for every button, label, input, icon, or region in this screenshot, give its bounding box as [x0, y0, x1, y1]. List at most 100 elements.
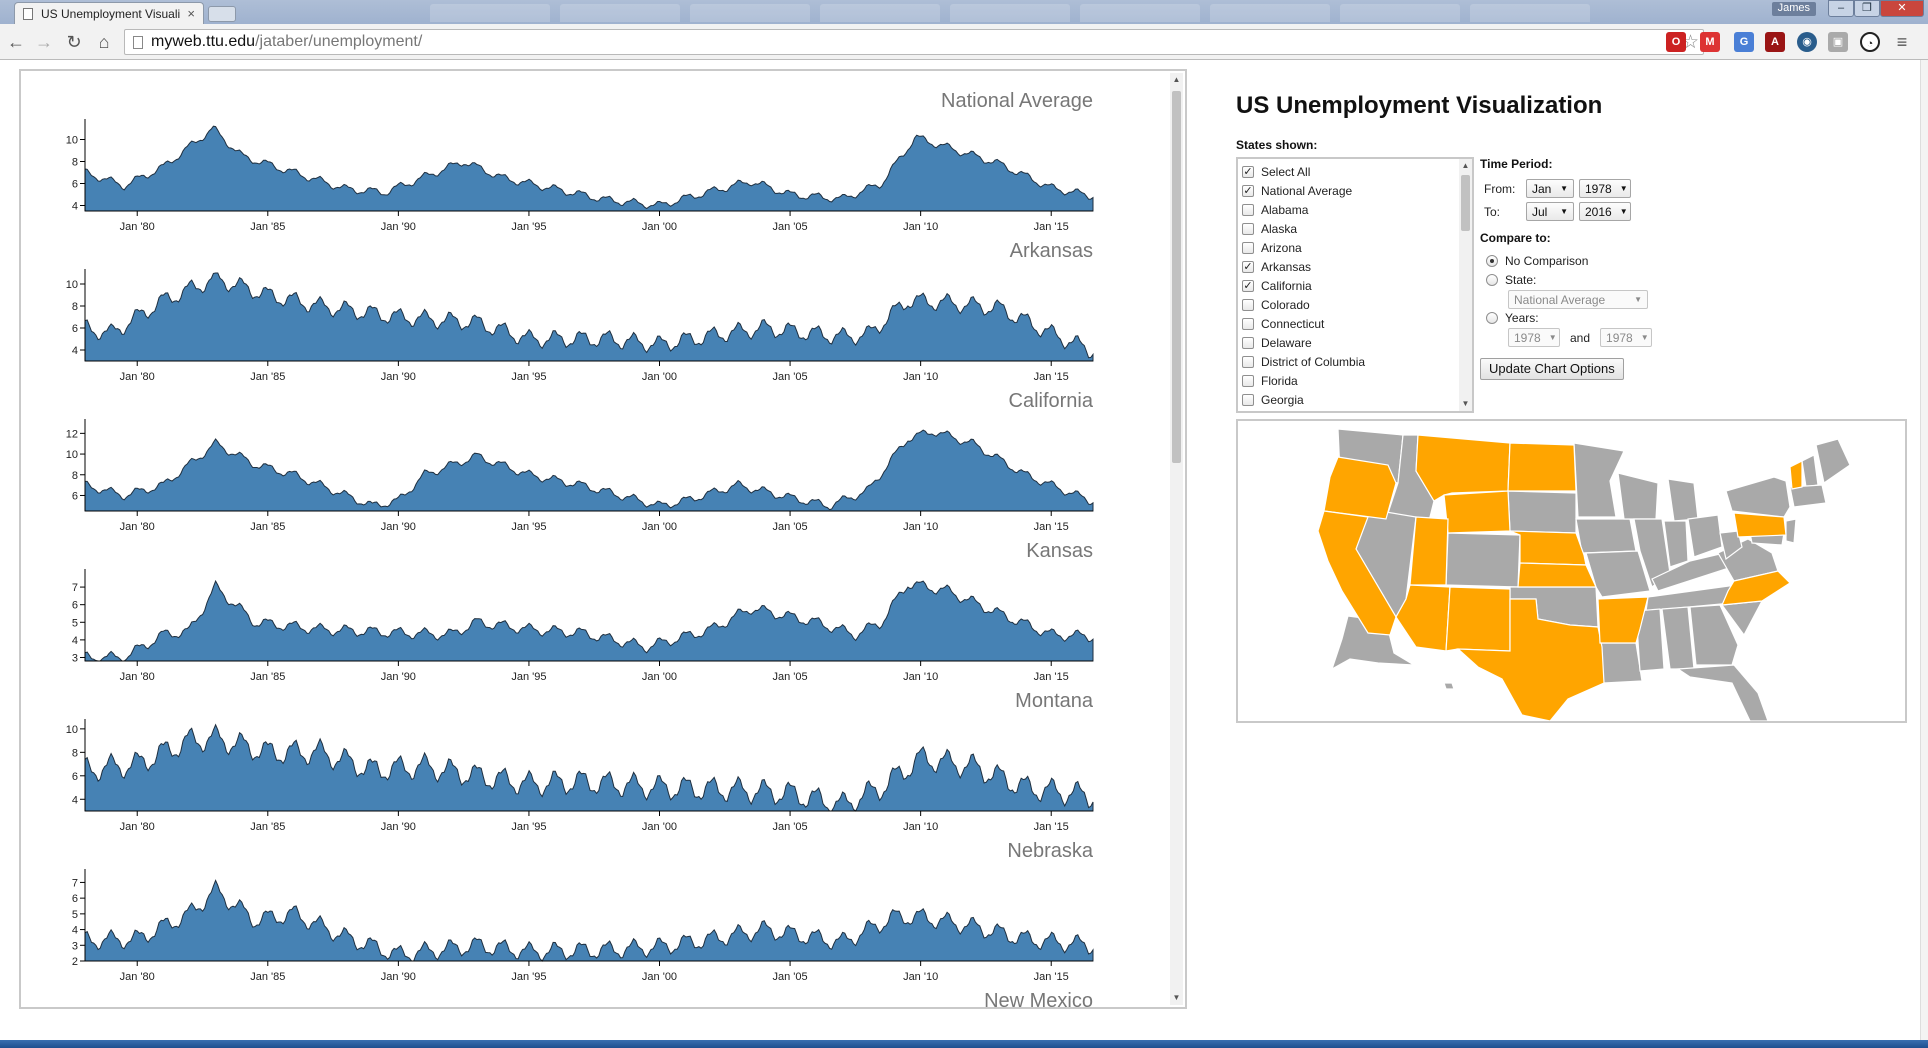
scroll-down-icon[interactable]: ▼ [1172, 993, 1181, 1002]
state-colorado[interactable] [1445, 532, 1521, 588]
state-oregon[interactable] [1323, 456, 1397, 520]
new-tab-button[interactable] [208, 6, 236, 22]
state-minnesota[interactable] [1573, 442, 1625, 518]
compare-year-a-select[interactable]: 1978 ▼ [1508, 328, 1560, 347]
state-south-dakota[interactable] [1507, 490, 1577, 534]
pdf-extension-icon[interactable]: A [1765, 32, 1785, 52]
state-ohio[interactable] [1687, 514, 1723, 558]
background-tab[interactable] [1470, 4, 1590, 22]
state-hawaii[interactable] [1443, 682, 1455, 690]
state-arkansas[interactable] [1597, 596, 1649, 644]
puzzle-extension-icon[interactable]: ▣ [1828, 32, 1848, 52]
background-tab[interactable] [820, 4, 940, 22]
state-vermont[interactable] [1789, 460, 1803, 490]
state-checkbox[interactable] [1242, 222, 1254, 235]
state-option[interactable]: District of Columbia [1238, 352, 1472, 371]
globe-extension-icon[interactable]: ◉ [1797, 32, 1817, 52]
opera-extension-icon[interactable]: O [1666, 32, 1686, 52]
state-option[interactable]: Alabama [1238, 200, 1472, 219]
state-new-jersey[interactable] [1785, 518, 1797, 544]
from-month-select[interactable]: Jan ▼ [1526, 179, 1574, 198]
state-checkbox[interactable] [1242, 355, 1254, 368]
back-icon[interactable]: ← [7, 32, 25, 52]
state-missouri[interactable] [1585, 550, 1651, 598]
state-new-hampshire[interactable] [1801, 454, 1819, 488]
state-wyoming[interactable] [1443, 490, 1511, 534]
compare-state-radio[interactable] [1486, 274, 1498, 286]
scroll-thumb[interactable] [1461, 175, 1470, 231]
gmail-extension-icon[interactable]: M [1700, 32, 1720, 52]
profile-button[interactable]: James [1771, 2, 1816, 16]
state-checkbox[interactable]: ✓ [1242, 184, 1254, 197]
state-checkbox[interactable] [1242, 317, 1254, 330]
state-north-dakota[interactable] [1507, 442, 1577, 492]
state-new-england[interactable] [1789, 484, 1827, 508]
background-tab[interactable] [1210, 4, 1330, 22]
tab-close-icon[interactable]: × [187, 6, 195, 21]
state-pennsylvania[interactable] [1733, 512, 1787, 538]
from-year-select[interactable]: 1978 ▼ [1579, 179, 1631, 198]
state-michigan[interactable] [1667, 478, 1699, 522]
forward-icon[interactable]: → [35, 32, 53, 52]
scroll-up-icon[interactable]: ▲ [1172, 75, 1181, 84]
scroll-up-icon[interactable]: ▲ [1461, 161, 1470, 170]
state-checkbox[interactable]: ✓ [1242, 165, 1254, 178]
compare-state-select[interactable]: National Average ▼ [1508, 290, 1648, 309]
state-north-carolina[interactable] [1721, 570, 1791, 606]
state-iowa[interactable] [1575, 518, 1637, 554]
state-checkbox[interactable] [1242, 298, 1254, 311]
state-utah[interactable] [1409, 516, 1449, 586]
state-option[interactable]: Georgia [1238, 390, 1472, 409]
bookmark-star-icon[interactable]: ☆ [1681, 32, 1699, 53]
state-new-york[interactable] [1725, 476, 1791, 518]
state-list[interactable]: ✓ Select All ✓ National Average Alabama Alask… [1236, 157, 1474, 413]
state-mississippi[interactable] [1635, 608, 1665, 672]
state-louisiana[interactable] [1597, 642, 1643, 684]
state-option[interactable]: ✓ Select All [1238, 162, 1472, 181]
scroll-thumb[interactable] [1172, 91, 1181, 463]
no-comparison-radio[interactable] [1486, 255, 1498, 267]
state-california[interactable] [1317, 510, 1397, 636]
reload-icon[interactable]: ↻ [66, 32, 82, 52]
state-nebraska[interactable] [1509, 530, 1587, 566]
state-alabama[interactable] [1661, 606, 1695, 670]
scroll-down-icon[interactable]: ▼ [1461, 399, 1470, 408]
state-checkbox[interactable] [1242, 203, 1254, 216]
state-list-scrollbar[interactable]: ▲ ▼ [1459, 159, 1472, 411]
update-chart-options-button[interactable]: Update Chart Options [1480, 358, 1624, 380]
state-florida[interactable] [1676, 664, 1769, 722]
active-tab[interactable]: US Unemployment Visuali × [14, 2, 204, 24]
state-option[interactable]: Florida [1238, 371, 1472, 390]
state-checkbox[interactable]: ✓ [1242, 279, 1254, 292]
maximize-button[interactable]: ❐ [1854, 0, 1880, 17]
home-icon[interactable]: ⌂ [98, 32, 110, 52]
state-option[interactable]: Alaska [1238, 219, 1472, 238]
state-checkbox[interactable] [1242, 241, 1254, 254]
background-tab[interactable] [560, 4, 680, 22]
state-new-mexico[interactable] [1445, 586, 1511, 652]
state-checkbox[interactable] [1242, 336, 1254, 349]
state-indiana[interactable] [1663, 520, 1689, 568]
to-year-select[interactable]: 2016 ▼ [1579, 202, 1631, 221]
background-tab[interactable] [430, 4, 550, 22]
background-tab[interactable] [1080, 4, 1200, 22]
state-checkbox[interactable] [1242, 374, 1254, 387]
translate-extension-icon[interactable]: G [1734, 32, 1754, 52]
state-option[interactable]: Connecticut [1238, 314, 1472, 333]
state-georgia[interactable] [1689, 604, 1739, 666]
state-montana[interactable] [1415, 434, 1511, 502]
speed-extension-icon[interactable]: ◔ [1860, 32, 1880, 52]
compare-year-b-select[interactable]: 1978 ▼ [1600, 328, 1653, 347]
background-tab[interactable] [1340, 4, 1460, 22]
state-west-virginia[interactable] [1719, 530, 1743, 561]
state-option[interactable]: ✓ Arkansas [1238, 257, 1472, 276]
minimize-button[interactable]: – [1828, 0, 1854, 17]
compare-years-radio[interactable] [1486, 312, 1498, 324]
state-texas[interactable] [1456, 598, 1605, 722]
state-checkbox[interactable] [1242, 393, 1254, 406]
state-maine[interactable] [1815, 438, 1851, 485]
state-option[interactable]: Colorado [1238, 295, 1472, 314]
state-kansas[interactable] [1517, 562, 1597, 588]
close-window-button[interactable]: ✕ [1880, 0, 1924, 17]
state-option[interactable]: Arizona [1238, 238, 1472, 257]
